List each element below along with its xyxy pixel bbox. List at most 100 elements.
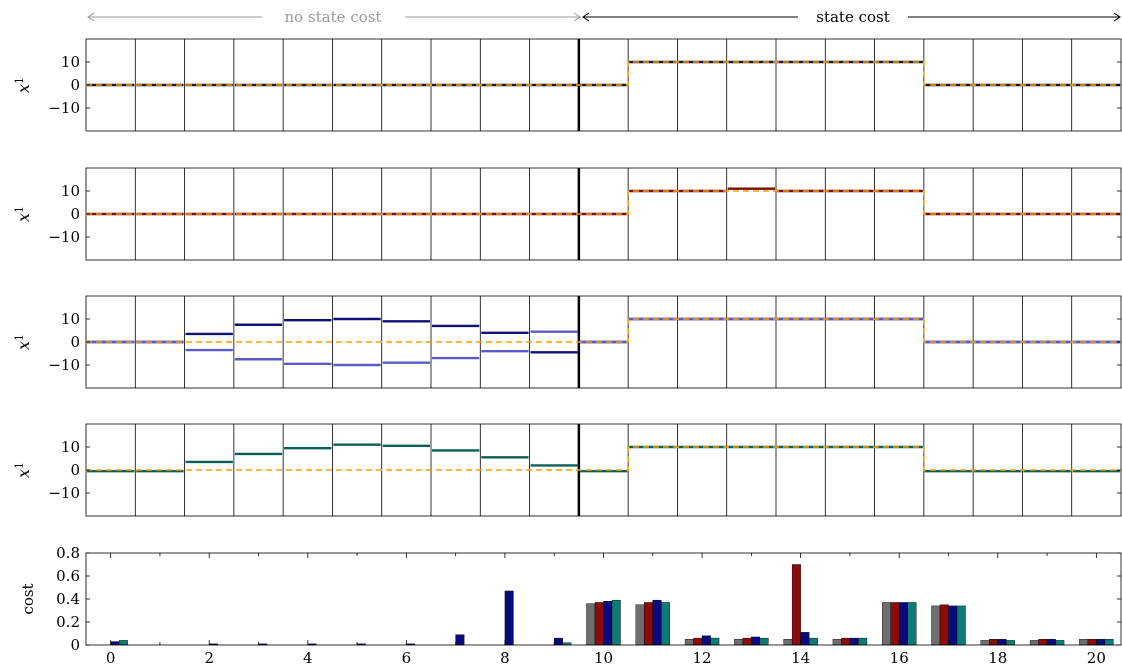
bar (586, 603, 596, 646)
panel-2: 10 0 −10 x1 (13, 167, 1122, 261)
bar (989, 639, 998, 646)
xtick-label: 6 (402, 649, 412, 666)
bar (554, 637, 563, 646)
bar (997, 639, 1007, 646)
bar (800, 632, 810, 646)
ytick-label: 10 (61, 438, 80, 456)
ytick-label: 0 (70, 76, 80, 94)
bar (849, 637, 859, 646)
bar (693, 637, 703, 646)
xtick-label: 14 (791, 649, 810, 666)
ylabel: cost (19, 583, 37, 614)
bar (1104, 639, 1114, 646)
series-1 (87, 60, 1120, 87)
ytick-label: 0.4 (56, 590, 80, 608)
reference-line (86, 446, 1121, 471)
xtick-label: 20 (1087, 649, 1106, 666)
bar (1087, 639, 1097, 646)
bar (1055, 640, 1065, 646)
reference-line (86, 190, 1121, 215)
no-state-cost-label: no state cost (285, 8, 382, 26)
phase-header: no state cost state cost (87, 8, 1121, 26)
ylabel: x1 (13, 462, 33, 478)
bar (882, 602, 891, 646)
bar (734, 639, 744, 646)
ytick-label: 0.8 (56, 544, 80, 562)
bar (808, 637, 818, 646)
bar (939, 604, 949, 646)
bar (652, 599, 662, 646)
bar (1096, 639, 1106, 646)
bar (611, 599, 621, 646)
bar (742, 637, 752, 646)
bar (710, 637, 720, 646)
ytick-label: −10 (48, 356, 80, 374)
ytick-label: −10 (48, 228, 80, 246)
bar (594, 602, 604, 646)
no-state-cost-arrowhead-left (87, 12, 95, 22)
bar (841, 637, 851, 646)
bar-series-2 (594, 564, 1097, 646)
xtick-label: 12 (693, 649, 712, 666)
ytick-label: 0 (70, 461, 80, 479)
panel-5: 0 0.2 0.4 0.6 0.8 0 2 4 6 8 10 12 14 16 18 20 cost (19, 544, 1122, 666)
reference-line (86, 318, 1121, 343)
ytick-label: 10 (61, 310, 80, 328)
bar (644, 602, 653, 646)
series-1 (87, 187, 1120, 216)
ytick-label: −10 (48, 484, 80, 502)
ytick-label: −10 (48, 99, 80, 117)
state-cost-label: state cost (816, 8, 890, 26)
bar-series-3 (110, 590, 1106, 646)
bar (791, 564, 801, 646)
bar (635, 604, 645, 646)
bar (1006, 640, 1015, 646)
xtick-label: 8 (500, 649, 510, 666)
bar (684, 639, 694, 646)
xtick-label: 4 (303, 649, 313, 666)
ylabel: x1 (13, 77, 33, 93)
bar (907, 602, 917, 646)
ytick-label: 10 (61, 182, 80, 200)
bar (1029, 640, 1039, 646)
bar (956, 605, 966, 646)
panel-1: 10 0 −10 x1 (13, 38, 1122, 132)
ylabel: x1 (13, 334, 33, 350)
bar (832, 639, 842, 646)
reference-line (86, 61, 1121, 86)
bar (1038, 639, 1048, 646)
bar (603, 601, 613, 646)
bar (1079, 639, 1089, 646)
bar-series-4 (118, 599, 1114, 646)
panel-4: 10 0 −10 x1 (13, 423, 1122, 517)
panels: 10 0 −10 x1 10 0 −10 x1 10 0 −10 x1 10 0 −10 x1 0 0.2 0.4 0… (13, 38, 1122, 666)
ytick-label: 0 (70, 333, 80, 351)
bar (110, 641, 120, 646)
bar-series-1 (586, 602, 1089, 646)
bar (980, 640, 990, 646)
bar (783, 639, 793, 646)
bar (948, 605, 958, 646)
bar (1046, 639, 1056, 646)
bar (455, 634, 465, 646)
ytick-label: 10 (61, 53, 80, 71)
ytick-label: 0 (70, 205, 80, 223)
ytick-label: 0.2 (56, 613, 80, 631)
bar (701, 635, 711, 646)
ylabel: x1 (13, 206, 33, 222)
ytick-label: 0 (70, 636, 80, 654)
no-state-cost-arrowhead-right (573, 12, 581, 22)
xtick-label: 2 (204, 649, 214, 666)
bar (118, 640, 128, 646)
bar (890, 602, 900, 646)
xtick-label: 16 (890, 649, 909, 666)
xtick-label: 0 (106, 649, 116, 666)
state-cost-arrowhead-left (582, 12, 590, 22)
bar (931, 605, 941, 646)
series-1 (87, 443, 1120, 473)
bar (858, 637, 868, 646)
bar (899, 602, 908, 646)
xtick-label: 18 (988, 649, 1007, 666)
ytick-label: 0.6 (56, 567, 80, 585)
